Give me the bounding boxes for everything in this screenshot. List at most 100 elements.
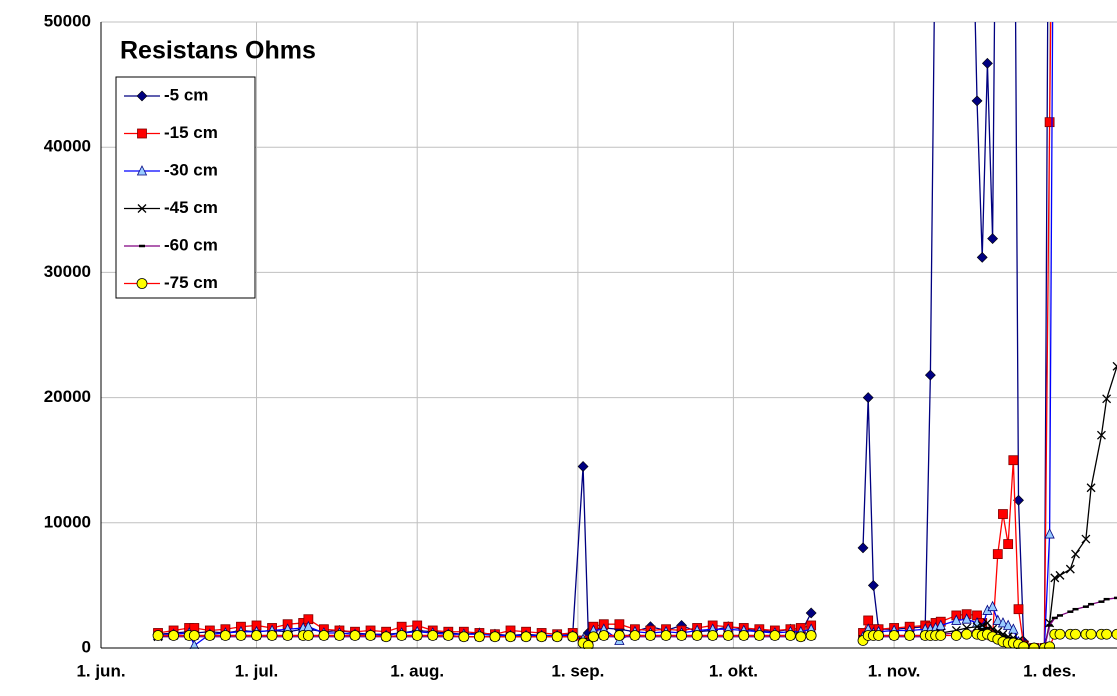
x-tick-label: 1. okt. <box>709 661 758 680</box>
marker <box>722 630 734 641</box>
marker <box>577 461 589 472</box>
marker <box>302 630 314 641</box>
marker <box>862 392 874 404</box>
marker <box>738 630 750 641</box>
series-line <box>157 22 1049 649</box>
y-tick-label: 50000 <box>44 11 91 30</box>
marker <box>1044 117 1055 128</box>
marker <box>427 630 439 641</box>
x-tick-label: 1. sep. <box>551 661 604 680</box>
marker <box>961 613 972 624</box>
marker <box>1081 534 1091 544</box>
marker <box>924 369 936 381</box>
marker <box>1013 604 1024 615</box>
legend-label: -45 cm <box>164 198 218 217</box>
marker <box>987 233 999 245</box>
marker <box>1044 528 1055 539</box>
marker <box>753 630 765 641</box>
legend-label: -15 cm <box>164 123 218 142</box>
marker <box>992 549 1003 559</box>
marker <box>1008 623 1019 634</box>
marker <box>458 631 470 643</box>
marker <box>987 600 998 612</box>
legend-label: -75 cm <box>164 273 218 292</box>
y-tick-label: 20000 <box>44 387 91 406</box>
marker <box>950 630 962 641</box>
marker <box>1008 455 1019 466</box>
marker <box>997 617 1009 628</box>
marker <box>961 628 973 640</box>
marker <box>769 630 781 641</box>
y-tick-label: 30000 <box>44 262 91 281</box>
marker <box>251 630 262 641</box>
x-tick-label: 1. nov. <box>868 661 921 680</box>
marker <box>1065 564 1075 574</box>
chart-title: Resistans Ohms <box>120 37 316 65</box>
marker <box>935 630 947 641</box>
x-tick-label: 1. aug. <box>390 661 444 680</box>
marker <box>1086 483 1096 493</box>
marker <box>707 630 719 641</box>
marker <box>168 630 179 641</box>
plot-area <box>152 22 1117 649</box>
marker <box>613 630 625 641</box>
marker <box>137 128 147 139</box>
marker <box>189 639 200 649</box>
marker <box>204 630 216 641</box>
marker <box>442 630 454 641</box>
marker <box>349 630 361 641</box>
marker <box>976 251 988 263</box>
marker <box>1050 573 1060 583</box>
series-line <box>157 22 1054 649</box>
marker <box>282 630 294 641</box>
marker <box>474 631 485 643</box>
marker <box>396 630 408 641</box>
marker <box>614 619 625 630</box>
marker <box>1054 628 1066 640</box>
marker <box>1003 539 1014 549</box>
marker <box>888 630 900 641</box>
marker <box>1085 628 1097 640</box>
marker <box>992 614 1003 625</box>
legend-label: -5 cm <box>164 85 208 104</box>
marker <box>873 630 884 641</box>
marker <box>567 631 579 643</box>
marker <box>1111 628 1117 640</box>
marker <box>982 618 992 628</box>
marker <box>582 640 594 649</box>
marker <box>1102 394 1112 404</box>
marker <box>629 630 641 641</box>
marker <box>220 630 231 641</box>
x-tick-label: 1. jul. <box>235 661 278 680</box>
marker <box>380 631 392 643</box>
x-tick-label: 1. des. <box>1023 661 1076 680</box>
y-tick-label: 0 <box>82 637 91 656</box>
marker <box>520 631 532 643</box>
marker <box>551 631 563 643</box>
marker <box>645 630 656 641</box>
marker <box>136 165 148 176</box>
y-tick-label: 10000 <box>44 512 91 531</box>
marker <box>136 278 148 289</box>
marker <box>598 630 610 641</box>
marker <box>1002 619 1014 630</box>
marker <box>805 607 817 619</box>
marker <box>136 90 148 102</box>
marker <box>365 630 376 641</box>
marker <box>536 631 548 643</box>
marker <box>1096 430 1106 440</box>
marker <box>588 631 599 643</box>
series-line <box>157 366 1117 649</box>
legend: -5 cm -15 cm -30 cm -45 cm -60 cm -75 cm <box>115 76 256 299</box>
marker <box>334 630 345 641</box>
x-tick-label: 1. jun. <box>76 661 125 680</box>
marker <box>785 630 796 641</box>
marker <box>857 542 869 554</box>
marker <box>998 509 1008 519</box>
marker <box>1112 361 1117 371</box>
marker <box>1055 570 1065 580</box>
marker <box>1101 628 1113 640</box>
legend-label: -30 cm <box>164 160 218 179</box>
marker <box>505 631 516 643</box>
marker <box>318 630 330 641</box>
